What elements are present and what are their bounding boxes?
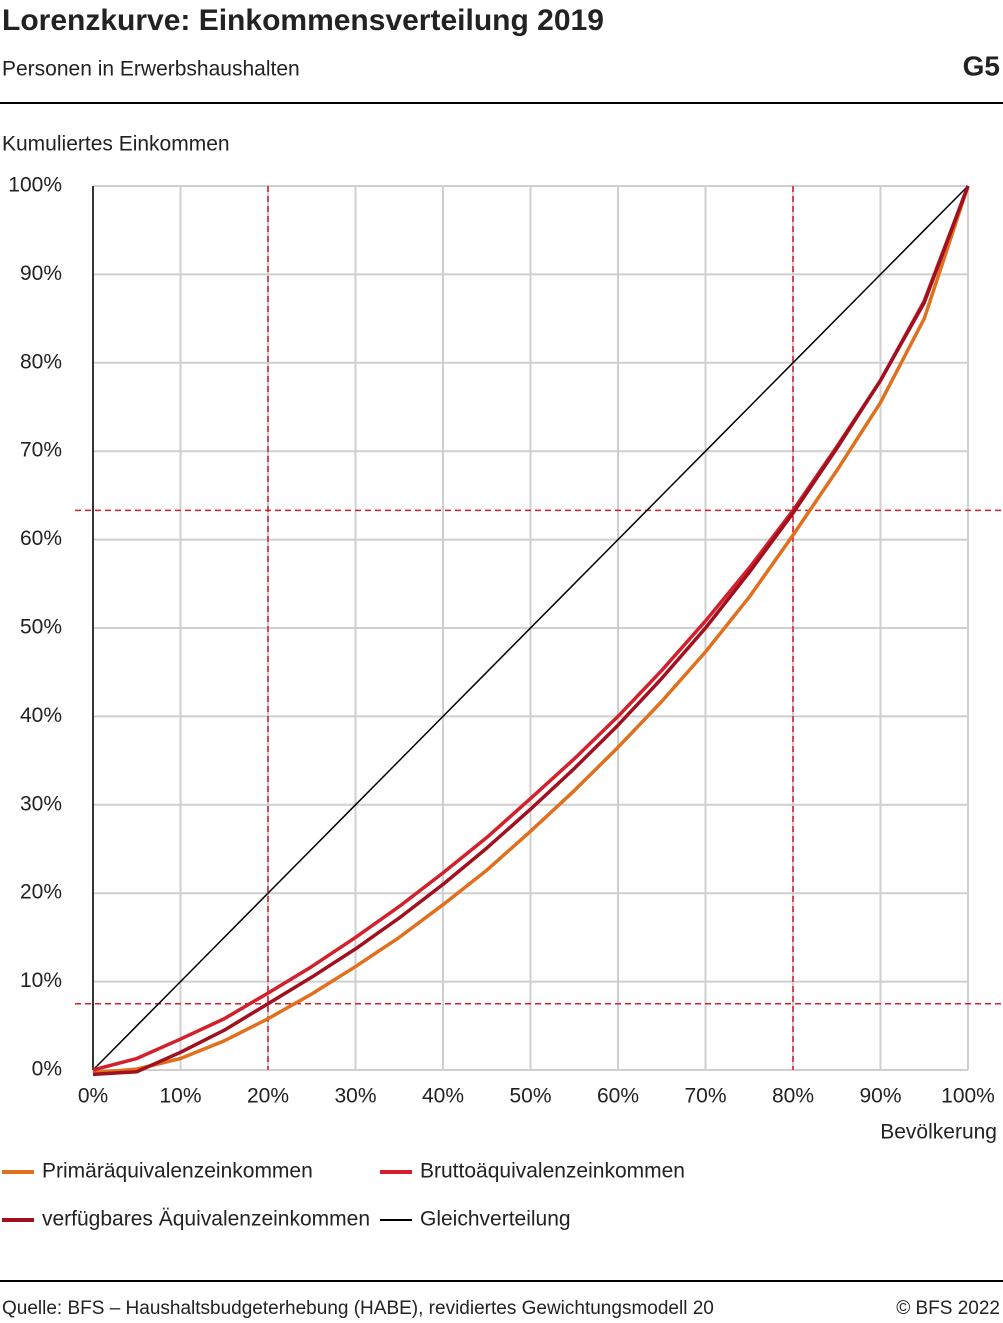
x-tick-label: 70% bbox=[684, 1085, 726, 1108]
y-tick-label: 0% bbox=[32, 1058, 62, 1081]
x-tick-label: 50% bbox=[509, 1085, 551, 1108]
x-tick-label: 0% bbox=[78, 1085, 108, 1108]
legend-label: verfügbares Äquivalenzeinkommen bbox=[42, 1208, 370, 1231]
y-tick-label: 30% bbox=[20, 792, 62, 815]
x-tick-label: 40% bbox=[422, 1085, 464, 1108]
legend-label: Gleichverteilung bbox=[420, 1208, 571, 1231]
y-tick-label: 80% bbox=[20, 350, 62, 373]
chart-title: Lorenzkurve: Einkommensverteilung 2019 bbox=[2, 4, 604, 37]
y-tick-label: 40% bbox=[20, 704, 62, 727]
x-tick-label: 90% bbox=[859, 1085, 901, 1108]
legend-label: Primäräquivalenzeinkommen bbox=[42, 1160, 313, 1183]
source: Quelle: BFS – Haushaltsbudgeterhebung (H… bbox=[2, 1298, 714, 1319]
y-tick-label: 70% bbox=[20, 439, 62, 462]
data-line bbox=[92, 185, 970, 1077]
y-tick-label: 60% bbox=[20, 527, 62, 550]
x-tick-label: 80% bbox=[772, 1085, 814, 1108]
data-line bbox=[92, 185, 970, 1075]
y-tick-label: 10% bbox=[20, 969, 62, 992]
y-tick-label: 50% bbox=[20, 616, 62, 639]
x-tick-label: 60% bbox=[597, 1085, 639, 1108]
chart-subtitle: Personen in Erwerbshaushalten bbox=[2, 58, 300, 81]
x-tick-label: 100% bbox=[941, 1085, 995, 1108]
x-tick-label: 10% bbox=[159, 1085, 201, 1108]
legend-label: Bruttoäquivalenzeinkommen bbox=[420, 1160, 685, 1183]
x-axis-label: Bevölkerung bbox=[880, 1121, 997, 1144]
x-tick-label: 30% bbox=[334, 1085, 376, 1108]
data-line bbox=[92, 185, 969, 1071]
y-tick-label: 100% bbox=[8, 174, 62, 197]
y-axis-label: Kumuliertes Einkommen bbox=[2, 133, 230, 156]
x-tick-label: 20% bbox=[247, 1085, 289, 1108]
y-tick-label: 90% bbox=[20, 262, 62, 285]
y-tick-label: 20% bbox=[20, 881, 62, 904]
copyright: © BFS 2022 bbox=[896, 1298, 1000, 1319]
chart-id: G5 bbox=[963, 50, 1000, 81]
